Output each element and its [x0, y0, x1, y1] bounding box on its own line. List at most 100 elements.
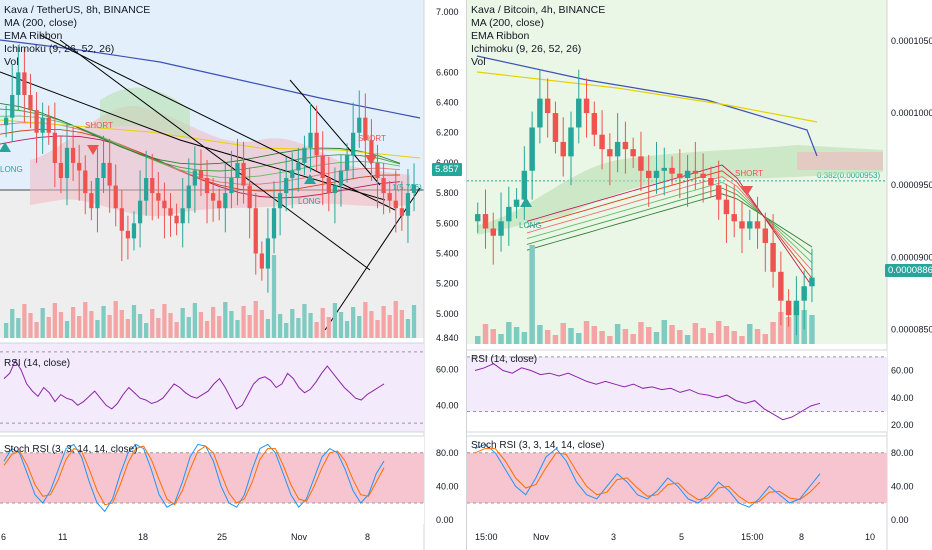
- left-last-price-tag: 5.857: [432, 163, 462, 176]
- left-volume-bar: [168, 313, 173, 338]
- right-candle-body: [661, 167, 667, 171]
- right-candle-body: [723, 199, 730, 215]
- right-volume-bar: [537, 325, 543, 344]
- left-volume-bar: [28, 313, 33, 338]
- left-candle-body: [326, 178, 331, 194]
- right-candle-body: [506, 206, 512, 222]
- left-rsi-title[interactable]: RSI (14, close): [4, 358, 71, 369]
- left-volume-bar: [162, 304, 167, 338]
- left-chart-svg[interactable]: 7.000 6.600 6.400 6.200 6.000 5.800 5.600 5.400…: [0, 0, 466, 550]
- left-chart-title[interactable]: Kava / TetherUS, 8h, BINANCE: [4, 4, 151, 16]
- left-price-tick-8: 5.200: [436, 279, 459, 289]
- left-candle-body: [369, 140, 374, 163]
- left-stoch-title[interactable]: Stoch RSI (3, 3, 14, 14, close): [4, 444, 138, 455]
- left-volume-bar: [58, 312, 64, 338]
- left-volume-bar: [10, 309, 15, 338]
- right-volume-bar: [521, 332, 528, 344]
- right-candle-body: [599, 134, 605, 150]
- left-volume-bar: [375, 320, 380, 338]
- left-price-tick-2: 6.400: [436, 98, 459, 108]
- left-candle-body: [101, 162, 106, 179]
- left-volume-bar: [308, 313, 313, 338]
- right-candle-body: [638, 156, 644, 171]
- right-ema-ribbon-line-5: [526, 164, 813, 287]
- left-volume-bar: [332, 303, 338, 338]
- left-volume-bar: [174, 322, 179, 338]
- right-indicator-ichimoku[interactable]: Ichimoku (9, 26, 52, 26): [471, 43, 582, 55]
- right-volume-bar: [661, 320, 667, 344]
- left-volume-bar: [223, 302, 228, 338]
- right-candle-body: [607, 149, 613, 157]
- left-time-tick-0: 6: [1, 532, 6, 542]
- right-candle-body: [560, 141, 566, 157]
- left-candle-body: [235, 162, 240, 179]
- right-candle-body: [513, 199, 520, 207]
- left-indicator-vol[interactable]: Vol: [4, 56, 19, 68]
- right-time-tick-0: 15:00: [475, 532, 498, 542]
- right-volume-bar: [622, 329, 629, 344]
- right-stoch-d-line: [474, 448, 821, 504]
- left-candle-body: [223, 193, 228, 209]
- right-candle-body: [591, 113, 598, 135]
- left-candle-body: [332, 185, 338, 194]
- right-candle-body: [793, 300, 800, 316]
- left-candle-body: [180, 208, 185, 224]
- left-candle-body: [58, 162, 64, 179]
- left-indicator-ma[interactable]: MA (200, close): [4, 17, 77, 29]
- left-candle-body: [271, 208, 277, 239]
- left-yellow-line: [0, 119, 421, 159]
- left-ichimoku-cloud-green: [100, 87, 190, 140]
- right-candle-body: [754, 221, 761, 229]
- right-candle-body: [739, 221, 745, 229]
- right-chart-title[interactable]: Kava / Bitcoin, 4h, BINANCE: [471, 4, 606, 16]
- left-candle-body: [399, 208, 404, 216]
- left-indicator-ema[interactable]: EMA Ribbon: [4, 30, 63, 42]
- left-trendline-3: [0, 71, 386, 201]
- left-candle-body: [411, 184, 417, 194]
- right-volume-bar: [638, 322, 644, 344]
- left-volume-bar: [302, 304, 307, 338]
- left-indicator-ichimoku[interactable]: Ichimoku (9, 26, 52, 26): [4, 43, 115, 55]
- right-candle-body: [614, 141, 621, 157]
- left-long-label-1: LONG: [0, 165, 23, 174]
- left-volume-bar: [235, 320, 240, 338]
- right-volume-bar: [677, 330, 683, 344]
- right-volume-bar: [778, 312, 784, 344]
- right-indicator-ma[interactable]: MA (200, close): [471, 17, 544, 29]
- left-volume-bar: [229, 311, 234, 338]
- left-short-marker-1: [87, 145, 99, 155]
- right-candle-body: [544, 98, 551, 114]
- right-stoch-title[interactable]: Stoch RSI (3, 3, 14, 14, close): [471, 440, 605, 451]
- left-candle-body: [125, 230, 131, 239]
- right-volume-bar: [700, 328, 706, 344]
- left-volume-bar: [83, 302, 88, 338]
- left-volume-bar: [95, 320, 100, 338]
- right-volume-bar: [513, 327, 520, 344]
- right-volume-bar: [591, 326, 598, 344]
- left-candle-body: [198, 170, 204, 179]
- left-rsi-line: [3, 359, 385, 410]
- right-candle-body: [747, 221, 753, 229]
- left-candle-body: [259, 253, 264, 269]
- left-volume-bar: [393, 301, 398, 338]
- right-rsi-band: [467, 356, 887, 412]
- left-price-tick-5: 5.800: [436, 188, 459, 198]
- right-candle-body: [809, 277, 815, 287]
- right-indicator-vol[interactable]: Vol: [471, 56, 486, 68]
- left-price-tick-0: 7.000: [436, 7, 459, 17]
- left-short-marker-2: [365, 155, 377, 165]
- right-chart-pane[interactable]: 0.0001050 0.0001000 0.0000950 0.0000900 0.00…: [466, 0, 932, 550]
- right-indicator-ema[interactable]: EMA Ribbon: [471, 30, 530, 42]
- left-trendline-1: [59, 39, 371, 271]
- right-rsi-title[interactable]: RSI (14, close): [471, 354, 538, 365]
- left-chart-pane[interactable]: 7.000 6.600 6.400 6.200 6.000 5.800 5.600 5.400…: [0, 0, 466, 550]
- left-legend: Kava / TetherUS, 8h, BINANCE MA (200, cl…: [4, 4, 150, 69]
- left-volume-bar: [253, 301, 258, 338]
- right-volume-bar: [552, 335, 559, 344]
- right-chart-svg[interactable]: 0.0001050 0.0001000 0.0000950 0.0000900 0.00…: [467, 0, 932, 550]
- right-candle-body: [529, 127, 535, 171]
- left-price-tick-3: 6.200: [436, 128, 459, 138]
- right-stoch-tick-2: 0.00: [891, 515, 909, 525]
- left-candle-body: [64, 147, 70, 179]
- left-candle-body: [162, 200, 167, 209]
